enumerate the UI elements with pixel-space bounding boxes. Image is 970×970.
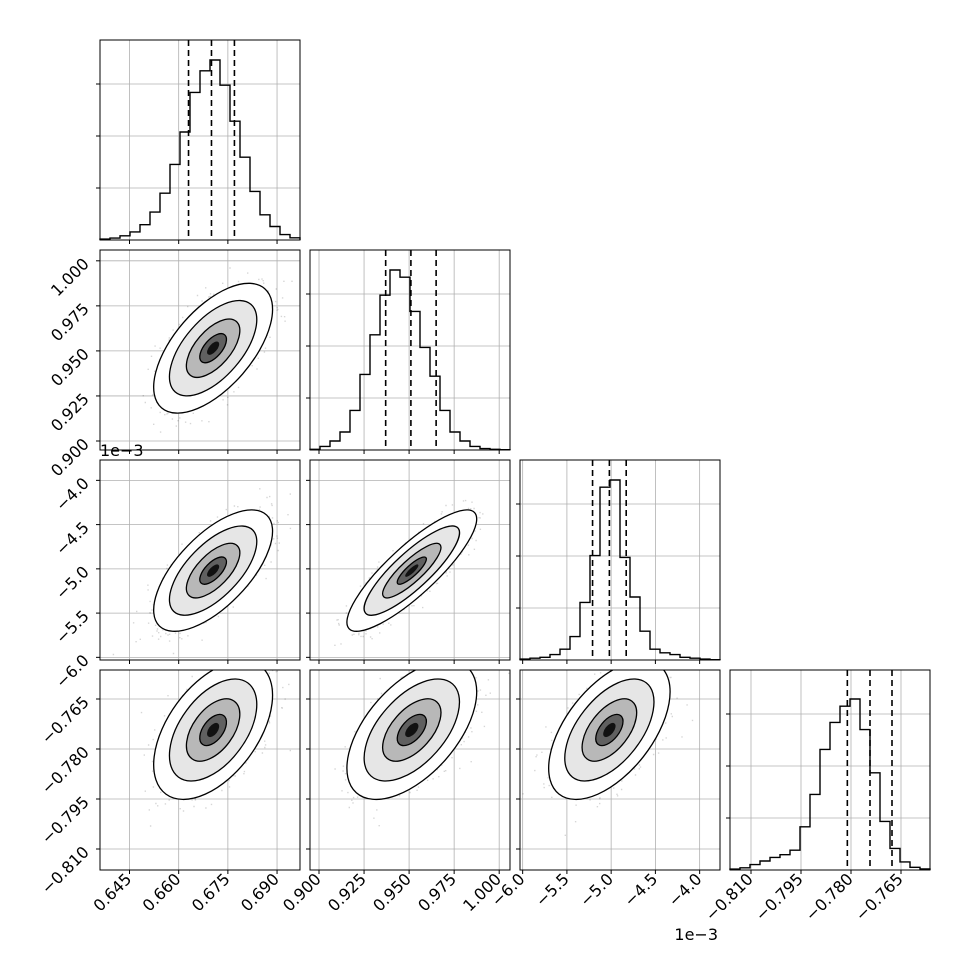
contour-line-3 xyxy=(185,542,241,599)
y-tick-label: −4.5 xyxy=(52,518,93,559)
contour-line-4 xyxy=(199,556,228,585)
x-tick-label: −4.5 xyxy=(620,869,661,910)
contour-line-2 xyxy=(363,525,461,616)
marks-layer xyxy=(99,40,931,870)
x-tick-label: 0.675 xyxy=(188,869,234,915)
x-tick-label: −5.5 xyxy=(532,869,573,910)
x-offset-label: 1e−3 xyxy=(674,925,718,944)
x-tick-label: 0.900 xyxy=(279,869,325,915)
y-offset-label: 1e−3 xyxy=(100,441,144,460)
contour-line-4 xyxy=(199,332,228,364)
density-layer xyxy=(112,267,694,836)
contour-line-1 xyxy=(153,509,274,632)
y-tick-label: −4.0 xyxy=(52,474,93,515)
x-tick-label: −4.0 xyxy=(665,869,706,910)
contour-line-3 xyxy=(185,698,241,762)
contour-line-1 xyxy=(346,509,478,632)
y-tick-label: 0.925 xyxy=(47,389,93,435)
y-tick-label: −0.780 xyxy=(38,742,93,797)
panel-frame-0-0 xyxy=(99,39,301,241)
y-tick-label: −6.0 xyxy=(52,651,93,692)
y-tick-label: −5.5 xyxy=(52,606,93,647)
panel-frame-3-3 xyxy=(729,669,931,871)
density-fill-peak xyxy=(405,564,419,577)
contour-line-2 xyxy=(564,678,655,782)
density-fill-peak xyxy=(207,341,220,355)
panel-frame-2-0 xyxy=(99,459,301,661)
y-tick-label: −5.0 xyxy=(52,562,93,603)
histogram-step-p1 xyxy=(309,269,511,451)
density-fill-peak xyxy=(405,722,419,738)
contour-line-2 xyxy=(168,299,258,397)
scatter-points-0-2 xyxy=(112,488,292,656)
contour-line-3 xyxy=(185,318,241,378)
scatter-points-0-3 xyxy=(140,670,291,827)
x-tick-label: 0.950 xyxy=(369,869,415,915)
scatter-dots xyxy=(522,670,694,836)
contour-line-4 xyxy=(595,713,624,747)
contour-line-3 xyxy=(581,698,638,762)
x-tick-label: 0.690 xyxy=(237,869,283,915)
panel-frame-3-2 xyxy=(519,669,721,871)
density-fill-peak xyxy=(603,722,616,738)
y-tick-label: 0.950 xyxy=(47,344,93,390)
contour-line-4 xyxy=(199,713,228,747)
x-tick-label: 0.645 xyxy=(90,869,136,915)
density-fill-peak xyxy=(207,564,220,577)
scatter-points-2-3 xyxy=(522,670,694,836)
histogram-step-p0 xyxy=(99,59,301,240)
y-tick-label: −0.810 xyxy=(38,842,93,897)
x-tick-label: −0.780 xyxy=(802,869,857,924)
contour-line-4 xyxy=(396,713,428,747)
x-tick-label: −0.765 xyxy=(852,869,907,924)
contour-line-2 xyxy=(168,525,258,616)
x-tick-label: 0.660 xyxy=(139,869,185,915)
panel-frame-3-1 xyxy=(309,669,511,871)
contour-line-3 xyxy=(382,698,442,762)
y-tick-label: −0.795 xyxy=(38,792,93,847)
contour-line-1 xyxy=(346,670,478,801)
x-tick-label: 0.925 xyxy=(324,869,370,915)
x-tick-label: −0.810 xyxy=(702,869,757,924)
y-tick-label: 0.900 xyxy=(47,434,93,480)
contour-line-1 xyxy=(153,282,274,414)
scatter-points-1-3 xyxy=(334,670,510,827)
panel-frame-2-2 xyxy=(519,459,721,661)
panel-frame-3-0 xyxy=(99,669,301,871)
contour-line-2 xyxy=(168,678,258,782)
contour-line-2 xyxy=(363,678,461,782)
contour-line-3 xyxy=(382,542,442,599)
contour-line-4 xyxy=(396,556,428,585)
scatter-points-1-2 xyxy=(334,499,484,646)
contour-line-1 xyxy=(548,670,671,801)
scatter-points-0-1 xyxy=(142,267,293,433)
panel-frame-2-1 xyxy=(309,459,511,661)
histogram-step-p3 xyxy=(729,698,931,870)
x-tick-label: −0.795 xyxy=(752,869,807,924)
contour-line-1 xyxy=(153,670,274,801)
y-tick-label: 1.000 xyxy=(47,254,93,300)
x-tick-label: −5.0 xyxy=(576,869,617,910)
y-tick-label: −0.765 xyxy=(38,692,93,747)
histogram-step-p2 xyxy=(519,479,721,661)
x-tick-label: 0.975 xyxy=(414,869,460,915)
panel-frame-1-1 xyxy=(309,249,511,451)
y-tick-label: 0.975 xyxy=(47,299,93,345)
panel-frame-1-0 xyxy=(99,249,301,451)
frames-layer xyxy=(99,39,931,871)
